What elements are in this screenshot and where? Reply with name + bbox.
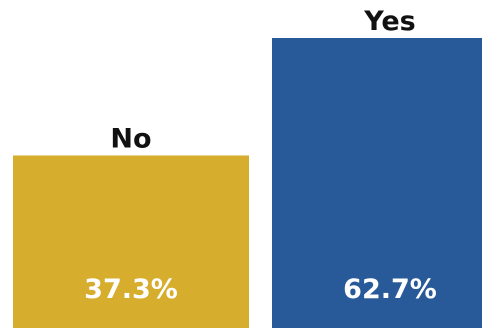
- category-label-yes: Yes: [363, 6, 415, 37]
- bar-yes: [272, 38, 482, 328]
- bar-no: [13, 155, 249, 328]
- bars-group: [13, 38, 482, 328]
- labels-group: No 37.3% Yes 62.7%: [84, 6, 437, 305]
- category-label-no: No: [110, 123, 151, 154]
- value-label-yes: 62.7%: [343, 274, 437, 305]
- value-label-no: 37.3%: [84, 274, 178, 305]
